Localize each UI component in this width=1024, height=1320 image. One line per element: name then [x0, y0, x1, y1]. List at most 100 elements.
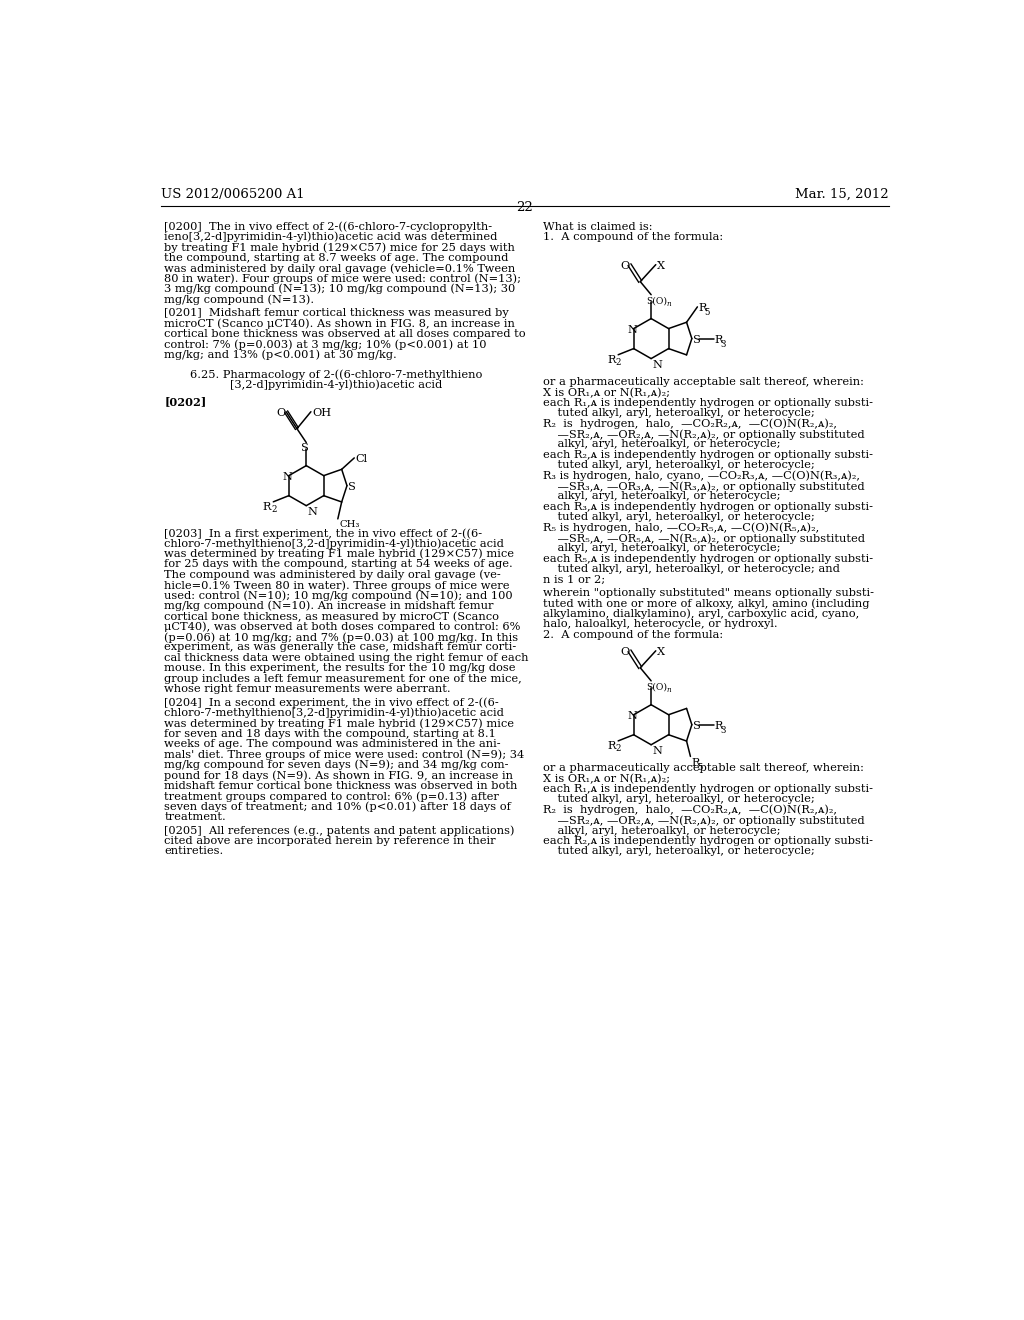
Text: R₅ is hydrogen, halo, —CO₂R₅,ᴀ, —C(O)N(R₅,ᴀ)₂,: R₅ is hydrogen, halo, —CO₂R₅,ᴀ, —C(O)N(R… [543, 523, 819, 533]
Text: 3: 3 [721, 726, 726, 735]
Text: was determined by treating F1 male hybrid (129×C57) mice: was determined by treating F1 male hybri… [165, 549, 514, 560]
Text: was administered by daily oral gavage (vehicle=0.1% Tween: was administered by daily oral gavage (v… [165, 263, 516, 273]
Text: US 2012/0065200 A1: US 2012/0065200 A1 [161, 187, 304, 201]
Text: X: X [657, 261, 666, 271]
Text: wherein "optionally substituted" means optionally substi-: wherein "optionally substituted" means o… [543, 589, 873, 598]
Text: 3: 3 [721, 341, 726, 348]
Text: What is claimed is:: What is claimed is: [543, 222, 652, 231]
Text: chloro-7-methylthieno[3,2-d]pyrimidin-4-yl)thio)acetic acid: chloro-7-methylthieno[3,2-d]pyrimidin-4-… [165, 708, 504, 718]
Text: cal thickness data were obtained using the right femur of each: cal thickness data were obtained using t… [165, 653, 529, 663]
Text: chloro-7-methylthieno[3,2-d]pyrimidin-4-yl)thio)acetic acid: chloro-7-methylthieno[3,2-d]pyrimidin-4-… [165, 539, 504, 549]
Text: 6.25. Pharmacology of 2-((6-chloro-7-methylthieno: 6.25. Pharmacology of 2-((6-chloro-7-met… [189, 370, 482, 380]
Text: —SR₂,ᴀ, —OR₂,ᴀ, —N(R₂,ᴀ)₂, or optionally substituted: —SR₂,ᴀ, —OR₂,ᴀ, —N(R₂,ᴀ)₂, or optionally… [543, 816, 864, 826]
Text: S: S [348, 482, 355, 492]
Text: [3,2-d]pyrimidin-4-yl)thio)acetic acid: [3,2-d]pyrimidin-4-yl)thio)acetic acid [229, 379, 441, 389]
Text: The compound was administered by daily oral gavage (ve-: The compound was administered by daily o… [165, 570, 501, 581]
Text: tuted with one or more of alkoxy, alkyl, amino (including: tuted with one or more of alkoxy, alkyl,… [543, 598, 869, 609]
Text: each R₁,ᴀ is independently hydrogen or optionally substi-: each R₁,ᴀ is independently hydrogen or o… [543, 397, 872, 408]
Text: μCT40), was observed at both doses compared to control: 6%: μCT40), was observed at both doses compa… [165, 622, 521, 632]
Text: X: X [657, 647, 666, 657]
Text: R₂  is  hydrogen,  halo,  —CO₂R₂,ᴀ,  —C(O)N(R₂,ᴀ)₂,: R₂ is hydrogen, halo, —CO₂R₂,ᴀ, —C(O)N(R… [543, 805, 837, 816]
Text: alkyl, aryl, heteroalkyl, or heterocycle;: alkyl, aryl, heteroalkyl, or heterocycle… [543, 825, 780, 836]
Text: tuted alkyl, aryl, heteroalkyl, or heterocycle;: tuted alkyl, aryl, heteroalkyl, or heter… [543, 795, 814, 804]
Text: treatment groups compared to control: 6% (p=0.13) after: treatment groups compared to control: 6%… [165, 791, 500, 801]
Text: mals' diet. Three groups of mice were used: control (N=9); 34: mals' diet. Three groups of mice were us… [165, 750, 524, 760]
Text: for 25 days with the compound, starting at 54 weeks of age.: for 25 days with the compound, starting … [165, 560, 513, 569]
Text: each R₅,ᴀ is independently hydrogen or optionally substi-: each R₅,ᴀ is independently hydrogen or o… [543, 554, 872, 564]
Text: n: n [667, 686, 672, 694]
Text: O: O [276, 408, 286, 418]
Text: S: S [301, 444, 308, 453]
Text: R: R [715, 335, 723, 345]
Text: alkyl, aryl, heteroalkyl, or heterocycle;: alkyl, aryl, heteroalkyl, or heterocycle… [543, 440, 780, 449]
Text: CH₃: CH₃ [339, 520, 359, 529]
Text: weeks of age. The compound was administered in the ani-: weeks of age. The compound was administe… [165, 739, 501, 748]
Text: mg/kg compound (N=13).: mg/kg compound (N=13). [165, 294, 314, 305]
Text: n: n [667, 300, 672, 308]
Text: treatment.: treatment. [165, 812, 226, 822]
Text: midshaft femur cortical bone thickness was observed in both: midshaft femur cortical bone thickness w… [165, 780, 518, 791]
Text: 80 in water). Four groups of mice were used: control (N=13);: 80 in water). Four groups of mice were u… [165, 273, 521, 284]
Text: cortical bone thickness, as measured by microCT (Scanco: cortical bone thickness, as measured by … [165, 611, 500, 622]
Text: O: O [621, 647, 630, 657]
Text: R₂  is  hydrogen,  halo,  —CO₂R₂,ᴀ,  —C(O)N(R₂,ᴀ)₂,: R₂ is hydrogen, halo, —CO₂R₂,ᴀ, —C(O)N(R… [543, 418, 837, 429]
Text: pound for 18 days (N=9). As shown in FIG. 9, an increase in: pound for 18 days (N=9). As shown in FIG… [165, 770, 513, 780]
Text: tuted alkyl, aryl, heteroalkyl, or heterocycle;: tuted alkyl, aryl, heteroalkyl, or heter… [543, 408, 814, 418]
Text: 1.  A compound of the formula:: 1. A compound of the formula: [543, 232, 723, 242]
Text: each R₃,ᴀ is independently hydrogen or optionally substi-: each R₃,ᴀ is independently hydrogen or o… [543, 502, 872, 512]
Text: —SR₅,ᴀ, —OR₅,ᴀ, —N(R₅,ᴀ)₂, or optionally substituted: —SR₅,ᴀ, —OR₅,ᴀ, —N(R₅,ᴀ)₂, or optionally… [543, 533, 864, 544]
Text: tuted alkyl, aryl, heteroalkyl, or heterocycle; and: tuted alkyl, aryl, heteroalkyl, or heter… [543, 564, 840, 574]
Text: mg/kg; and 13% (p<0.001) at 30 mg/kg.: mg/kg; and 13% (p<0.001) at 30 mg/kg. [165, 350, 397, 360]
Text: N: N [628, 711, 637, 721]
Text: or a pharmaceutically acceptable salt thereof, wherein:: or a pharmaceutically acceptable salt th… [543, 763, 863, 774]
Text: 5: 5 [697, 763, 702, 772]
Text: S(O): S(O) [646, 296, 668, 305]
Text: R: R [715, 721, 723, 731]
Text: S: S [692, 721, 700, 731]
Text: Mar. 15, 2012: Mar. 15, 2012 [796, 187, 889, 201]
Text: cortical bone thickness was observed at all doses compared to: cortical bone thickness was observed at … [165, 329, 526, 338]
Text: [0200]  The in vivo effect of 2-((6-chloro-7-cyclopropylth-: [0200] The in vivo effect of 2-((6-chlor… [165, 222, 493, 232]
Text: N: N [652, 746, 663, 756]
Text: R: R [607, 355, 615, 364]
Text: mouse. In this experiment, the results for the 10 mg/kg dose: mouse. In this experiment, the results f… [165, 663, 516, 673]
Text: —SR₂,ᴀ, —OR₂,ᴀ, —N(R₂,ᴀ)₂, or optionally substituted: —SR₂,ᴀ, —OR₂,ᴀ, —N(R₂,ᴀ)₂, or optionally… [543, 429, 864, 440]
Text: halo, haloalkyl, heterocycle, or hydroxyl.: halo, haloalkyl, heterocycle, or hydroxy… [543, 619, 777, 630]
Text: R₃ is hydrogen, halo, cyano, —CO₂R₃,ᴀ, —C(O)N(R₃,ᴀ)₂,: R₃ is hydrogen, halo, cyano, —CO₂R₃,ᴀ, —… [543, 471, 859, 482]
Text: S: S [692, 335, 700, 345]
Text: N: N [628, 325, 637, 335]
Text: entireties.: entireties. [165, 846, 223, 855]
Text: 5: 5 [705, 309, 710, 317]
Text: N: N [283, 471, 293, 482]
Text: [0201]  Midshaft femur cortical thickness was measured by: [0201] Midshaft femur cortical thickness… [165, 308, 509, 318]
Text: mg/kg compound (N=10). An increase in midshaft femur: mg/kg compound (N=10). An increase in mi… [165, 601, 494, 611]
Text: O: O [621, 261, 630, 271]
Text: (p=0.06) at 10 mg/kg; and 7% (p=0.03) at 100 mg/kg. In this: (p=0.06) at 10 mg/kg; and 7% (p=0.03) at… [165, 632, 518, 643]
Text: alkyl, aryl, heteroalkyl, or heterocycle;: alkyl, aryl, heteroalkyl, or heterocycle… [543, 491, 780, 502]
Text: OH: OH [312, 408, 332, 418]
Text: 22: 22 [516, 201, 534, 214]
Text: 2.  A compound of the formula:: 2. A compound of the formula: [543, 630, 723, 640]
Text: 3 mg/kg compound (N=13); 10 mg/kg compound (N=13); 30: 3 mg/kg compound (N=13); 10 mg/kg compou… [165, 284, 516, 294]
Text: [0203]  In a first experiment, the in vivo effect of 2-((6-: [0203] In a first experiment, the in viv… [165, 528, 482, 539]
Text: X is OR₁,ᴀ or N(R₁,ᴀ)₂;: X is OR₁,ᴀ or N(R₁,ᴀ)₂; [543, 388, 670, 397]
Text: S(O): S(O) [646, 682, 668, 692]
Text: N: N [652, 360, 663, 370]
Text: N: N [308, 507, 317, 517]
Text: X is OR₁,ᴀ or N(R₁,ᴀ)₂;: X is OR₁,ᴀ or N(R₁,ᴀ)₂; [543, 774, 670, 784]
Text: tuted alkyl, aryl, heteroalkyl, or heterocycle;: tuted alkyl, aryl, heteroalkyl, or heter… [543, 512, 814, 523]
Text: 2: 2 [271, 506, 276, 513]
Text: microCT (Scanco μCT40). As shown in FIG. 8, an increase in: microCT (Scanco μCT40). As shown in FIG.… [165, 318, 515, 329]
Text: [0205]  All references (e.g., patents and patent applications): [0205] All references (e.g., patents and… [165, 825, 515, 836]
Text: each R₁,ᴀ is independently hydrogen or optionally substi-: each R₁,ᴀ is independently hydrogen or o… [543, 784, 872, 795]
Text: experiment, as was generally the case, midshaft femur corti-: experiment, as was generally the case, m… [165, 643, 517, 652]
Text: control: 7% (p=0.003) at 3 mg/kg; 10% (p<0.001) at 10: control: 7% (p=0.003) at 3 mg/kg; 10% (p… [165, 339, 487, 350]
Text: hicle=0.1% Tween 80 in water). Three groups of mice were: hicle=0.1% Tween 80 in water). Three gro… [165, 579, 510, 590]
Text: the compound, starting at 8.7 weeks of age. The compound: the compound, starting at 8.7 weeks of a… [165, 252, 509, 263]
Text: seven days of treatment; and 10% (p<0.01) after 18 days of: seven days of treatment; and 10% (p<0.01… [165, 801, 511, 812]
Text: tuted alkyl, aryl, heteroalkyl, or heterocycle;: tuted alkyl, aryl, heteroalkyl, or heter… [543, 846, 814, 857]
Text: alkyl, aryl, heteroalkyl, or heterocycle;: alkyl, aryl, heteroalkyl, or heterocycle… [543, 544, 780, 553]
Text: n is 1 or 2;: n is 1 or 2; [543, 574, 605, 585]
Text: Cl: Cl [355, 454, 368, 465]
Text: R: R [607, 741, 615, 751]
